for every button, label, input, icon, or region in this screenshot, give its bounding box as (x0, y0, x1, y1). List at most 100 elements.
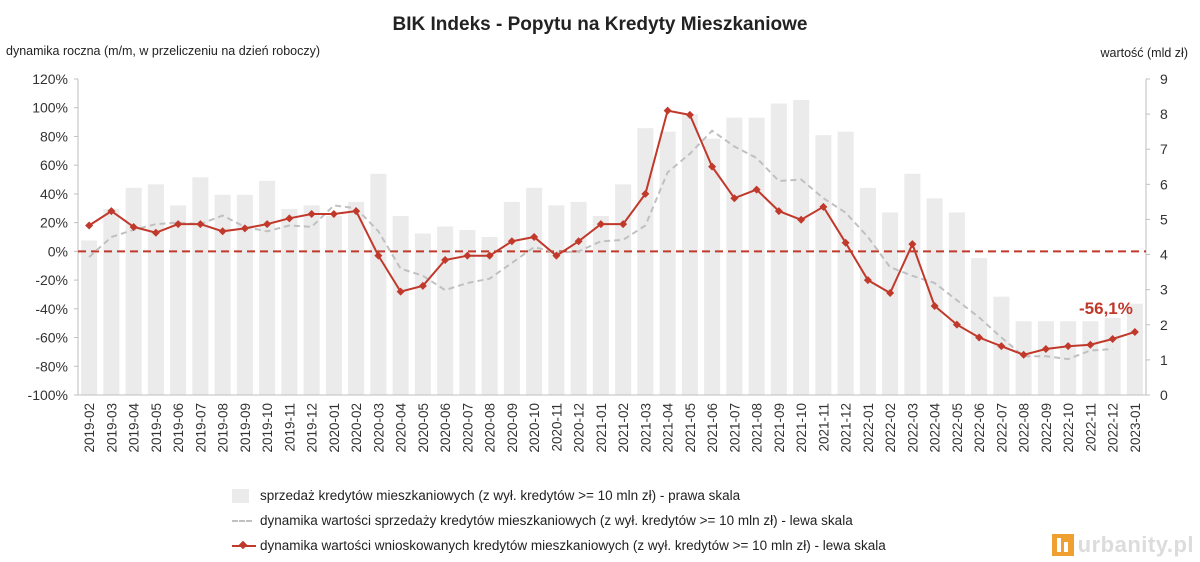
x-tick-label: 2022-10 (1061, 403, 1076, 453)
bar-sales (859, 187, 876, 395)
bar-sales (637, 128, 654, 395)
bar-sales (1104, 317, 1121, 395)
applications-dynamics-point (107, 207, 116, 216)
x-tick-label: 2020-08 (483, 403, 498, 453)
x-tick-label: 2020-04 (394, 403, 409, 453)
applications-dynamics-point (196, 220, 205, 229)
legend: sprzedaż kredytów mieszkaniowych (z wył.… (232, 483, 886, 558)
applications-dynamics-point (151, 228, 160, 237)
bar-sales (259, 180, 276, 395)
applications-dynamics-point (1019, 350, 1028, 359)
bar-sales (926, 198, 943, 395)
x-tick-label: 2019-05 (149, 403, 164, 453)
applications-dynamics-point (85, 221, 94, 230)
left-tick-label: -80% (35, 358, 68, 374)
right-tick-label: 5 (1160, 211, 1168, 227)
applications-dynamics-point (218, 227, 227, 236)
x-tick-label: 2020-10 (527, 403, 542, 453)
chart-title: BIK Indeks - Popytu na Kredyty Mieszkani… (392, 14, 808, 35)
bar-sales (392, 215, 409, 395)
x-tick-label: 2021-07 (727, 403, 742, 453)
applications-dynamics-point (685, 110, 694, 119)
applications-dynamics-point (530, 233, 539, 241)
right-tick-label: 0 (1160, 387, 1168, 403)
bar-sales (481, 237, 498, 395)
applications-dynamics-point (908, 240, 917, 249)
x-tick-label: 2021-04 (661, 403, 676, 453)
x-tick-label: 2022-05 (950, 403, 965, 453)
x-tick-label: 2022-08 (1017, 403, 1032, 453)
x-tick-label: 2020-02 (349, 403, 364, 453)
applications-dynamics-point (1086, 340, 1095, 349)
bar-sales (948, 212, 965, 395)
x-tick-label: 2020-05 (416, 403, 431, 453)
applications-dynamics-point (329, 210, 338, 219)
left-axis-title: dynamika roczna (m/m, w przeliczeniu na … (6, 44, 321, 58)
right-tick-label: 9 (1160, 71, 1168, 87)
watermark: urbanity.pl (1051, 532, 1194, 558)
applications-dynamics-point (1130, 327, 1139, 336)
x-tick-label: 2019-09 (238, 403, 253, 453)
applications-dynamics-point (841, 238, 850, 247)
series-applications-dynamics-line (88, 109, 1136, 356)
x-tick-label: 2020-03 (371, 403, 386, 453)
bar-sales (793, 100, 810, 396)
bar-sales (503, 201, 520, 395)
bar-sales (681, 114, 698, 395)
applications-dynamics-point (129, 222, 138, 231)
bar-sales (103, 208, 120, 395)
x-tick-label: 2019-06 (171, 403, 186, 453)
applications-dynamics-point (240, 224, 249, 233)
right-tick-label: 6 (1160, 176, 1168, 192)
left-tick-label: 60% (40, 157, 68, 173)
legend-swatch-bar (232, 488, 256, 503)
applications-dynamics-point (930, 301, 939, 310)
bar-sales (125, 187, 142, 395)
bar-sales (815, 135, 832, 395)
applications-dynamics-point (507, 237, 516, 246)
legend-item-applications-dynamics: dynamika wartości wnioskowanych kredytów… (232, 533, 886, 558)
bar-sales (592, 215, 609, 395)
applications-dynamics-point (574, 237, 583, 246)
left-tick-label: 40% (40, 186, 68, 202)
x-tick-label: 2020-07 (460, 403, 475, 453)
bar-sales (548, 205, 565, 395)
bar-sales (370, 173, 387, 395)
applications-dynamics-point (952, 320, 961, 329)
legend-swatch-dashed (232, 514, 256, 528)
urbanity-logo-icon (1051, 534, 1074, 556)
x-tick-label: 2022-02 (883, 403, 898, 453)
applications-dynamics-point (797, 215, 806, 224)
bar-sales (437, 226, 454, 395)
applications-dynamics-point (396, 287, 405, 296)
right-tick-label: 2 (1160, 317, 1168, 333)
applications-dynamics-point (374, 251, 383, 260)
applications-dynamics-point (975, 333, 984, 342)
x-tick-label: 2020-11 (549, 403, 564, 452)
legend-item-sales-dynamics: dynamika wartości sprzedaży kredytów mie… (232, 508, 886, 533)
applications-dynamics-point (730, 194, 739, 203)
bar-sales (414, 233, 431, 395)
x-tick-label: 2022-11 (1083, 403, 1098, 452)
applications-dynamics-point (708, 162, 717, 171)
x-tick-label: 2021-03 (638, 403, 653, 453)
bar-sales (170, 205, 187, 395)
x-tick-label: 2021-10 (794, 403, 809, 453)
applications-dynamics-point (552, 251, 561, 260)
bar-sales (748, 117, 765, 395)
applications-dynamics-point (463, 251, 472, 260)
x-tick-label: 2023-01 (1128, 403, 1143, 453)
bar-sales (459, 229, 476, 395)
left-tick-label: 0% (48, 243, 68, 259)
x-tick-label: 2022-07 (994, 403, 1009, 453)
bar-sales (1037, 321, 1054, 395)
x-tick-label: 2021-06 (705, 403, 720, 453)
right-tick-label: 4 (1160, 247, 1168, 263)
applications-dynamics-point (307, 210, 316, 219)
left-tick-label: -60% (35, 330, 68, 346)
bar-sales (726, 117, 743, 395)
applications-dynamics-point (997, 342, 1006, 351)
annotation-last-value: -56,1% (1079, 299, 1133, 318)
legend-item-sales-bars: sprzedaż kredytów mieszkaniowych (z wył.… (232, 483, 886, 508)
